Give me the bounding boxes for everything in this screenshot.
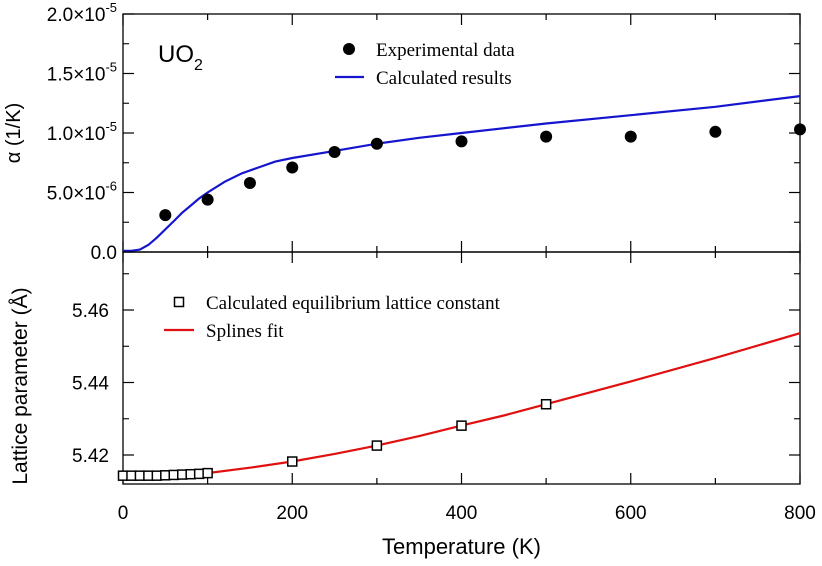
lattice-constant-point: [371, 440, 383, 451]
lattice-constant-point: [193, 468, 205, 480]
experimental-data-point: [328, 146, 341, 159]
experimental-data-point: [370, 137, 383, 150]
lattice-constant-point: [134, 470, 146, 481]
x-tick-label: 800: [784, 503, 816, 524]
x-tick-label: 600: [615, 503, 647, 524]
lattice-constant-point: [287, 456, 298, 467]
lattice-constant-point: [117, 470, 129, 481]
experimental-data-point: [455, 135, 468, 148]
x-tick-label: 0: [118, 503, 129, 524]
bottom-y-tick-label: 5.46: [72, 301, 109, 322]
experimental-data-point: [243, 176, 256, 189]
lattice-constant-point: [185, 468, 196, 480]
lattice-constant-point: [202, 467, 213, 479]
lattice-constant-point: [126, 470, 137, 481]
x-tick-label: 400: [446, 503, 478, 524]
lattice-constant-point: [151, 470, 163, 481]
lattice-constant-point: [456, 420, 467, 431]
legend-marker-lattice: [173, 296, 185, 308]
legend-label-splines: Splines fit: [206, 321, 284, 342]
calculated-results-line: [123, 95, 801, 252]
top-panel: 0.0 5.0×10-6 1.0×10-5 1.5×10-5 2.0×10-5 α (1/…: [3, 0, 806, 264]
bottom-plot-frame: [122, 251, 801, 485]
experimental-data-point: [286, 161, 299, 174]
legend-label-calculated: Calculated results: [376, 68, 512, 89]
bottom-y-axis-label: Lattice parameter (Å): [9, 287, 32, 484]
experimental-data-point: [624, 130, 637, 143]
uo2-annotation: UO2: [158, 41, 203, 74]
top-y-tick-label: 0.0: [91, 243, 117, 264]
lattice-constant-point: [176, 469, 188, 480]
top-y-tick-label: 2.0×10-5: [47, 0, 117, 26]
bottom-y-tick-label: 5.44: [72, 374, 109, 395]
legend-label-lattice: Calculated equilibrium lattice constant: [206, 293, 501, 314]
bottom-panel: 5.42 5.44 5.46 0 200 400 600 800 Temperature (K)…: [9, 251, 816, 559]
lattice-constant-point: [168, 469, 180, 481]
lattice-constant-point: [160, 470, 171, 481]
top-y-tick-label: 5.0×10-6: [47, 179, 117, 205]
lattice-constant-point: [143, 470, 154, 481]
lattice-constant-point: [540, 399, 552, 410]
experimental-data-point: [709, 125, 722, 138]
legend-label-experimental: Experimental data: [376, 40, 515, 61]
top-y-tick-label: 1.5×10-5: [47, 60, 117, 86]
top-y-axis-label: α (1/K): [3, 103, 25, 163]
bottom-y-tick-label: 5.42: [72, 446, 109, 467]
experimental-data-point: [540, 130, 553, 143]
legend-marker-experimental: [343, 43, 355, 55]
experimental-data-point: [201, 193, 214, 206]
experimental-data-point: [159, 209, 172, 222]
splines-fit-line: [123, 332, 801, 477]
x-tick-label: 200: [276, 503, 308, 524]
x-axis-label: Temperature (K): [382, 534, 541, 559]
top-y-tick-label: 1.0×10-5: [47, 119, 117, 145]
experimental-data-point: [794, 123, 806, 136]
